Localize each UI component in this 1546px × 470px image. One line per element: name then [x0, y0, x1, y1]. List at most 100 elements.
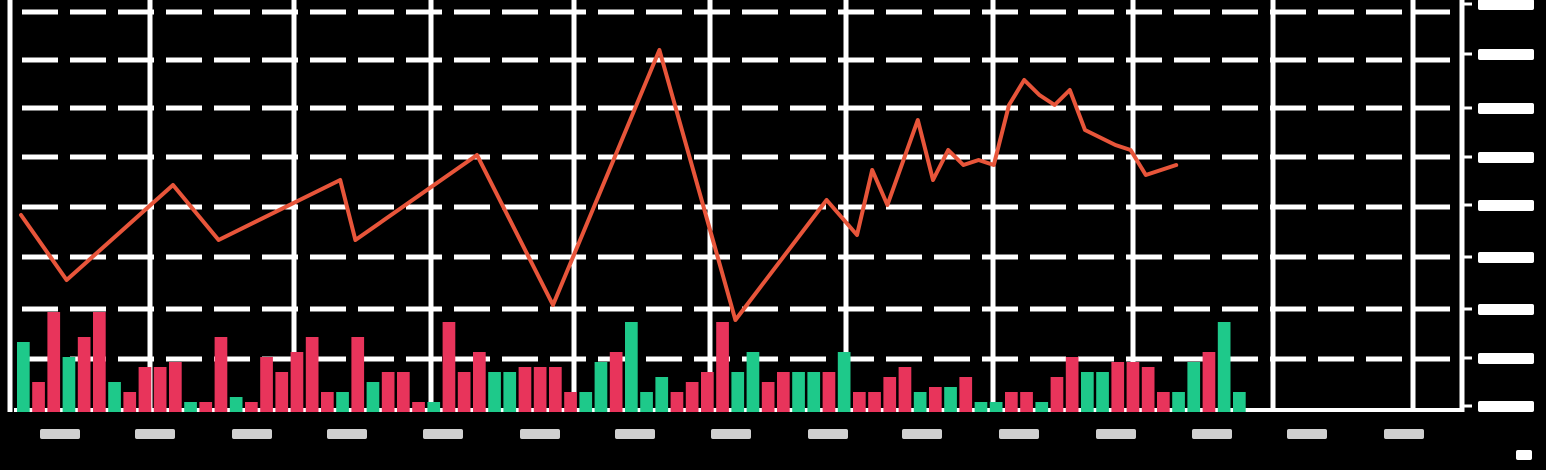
volume-bar-19: [305, 337, 319, 412]
volume-bar-52: [807, 372, 821, 412]
y-tick-label-1: [1478, 49, 1534, 60]
volume-bar-61: [944, 387, 957, 412]
volume-bar-73: [1126, 362, 1140, 412]
y-tick-label-3: [1478, 152, 1534, 163]
volume-bar-12: [199, 402, 213, 412]
volume-bar-71: [1096, 372, 1109, 412]
volume-bar-70: [1081, 372, 1094, 412]
x-tick-label-8: [808, 429, 848, 439]
volume-bar-76: [1172, 392, 1185, 412]
volume-bar-44: [685, 382, 699, 412]
volume-bar-62: [959, 377, 973, 412]
volume-bar-43: [670, 392, 684, 412]
volume-bar-0: [17, 342, 30, 412]
volume-bar-46: [716, 322, 729, 412]
volume-bar-63: [974, 402, 988, 412]
volume-bar-79: [1217, 322, 1231, 412]
volume-bar-33: [518, 367, 532, 412]
volume-bar-23: [366, 382, 380, 412]
volume-bar-50: [777, 372, 790, 412]
volume-bar-30: [473, 352, 486, 412]
volume-bar-39: [609, 352, 623, 412]
volume-bar-2: [47, 312, 61, 412]
volume-bar-80: [1233, 392, 1246, 412]
volume-bar-8: [138, 367, 152, 412]
volume-bar-45: [701, 372, 714, 412]
volume-bar-56: [868, 392, 881, 412]
volume-bar-69: [1065, 357, 1079, 412]
volume-bar-74: [1141, 367, 1155, 412]
volume-bar-32: [503, 372, 517, 412]
volume-bar-27: [427, 402, 441, 412]
volume-bar-78: [1202, 352, 1216, 412]
volume-bar-17: [275, 372, 289, 412]
x-tick-label-13: [1287, 429, 1327, 439]
volume-bar-40: [625, 322, 638, 412]
volume-bar-16: [260, 357, 273, 412]
volume-bar-75: [1157, 392, 1170, 412]
volume-bar-34: [533, 367, 547, 412]
volume-bar-21: [336, 392, 349, 412]
volume-bar-10: [169, 362, 182, 412]
x-tick-label-2: [232, 429, 272, 439]
volume-bars: [17, 312, 1246, 412]
volume-bar-11: [184, 402, 197, 412]
volume-bar-28: [442, 322, 456, 412]
volume-bar-7: [123, 392, 137, 412]
volume-bar-14: [229, 397, 243, 412]
grid: [7, 0, 1465, 412]
volume-bar-6: [108, 382, 121, 412]
volume-bar-26: [412, 402, 425, 412]
volume-bar-38: [594, 362, 608, 412]
volume-bar-58: [898, 367, 912, 412]
volume-bar-60: [929, 387, 942, 412]
volume-bar-47: [731, 372, 745, 412]
x-tick-label-0: [40, 429, 80, 439]
price-line: [19, 48, 1179, 322]
x-tick-label-6: [615, 429, 655, 439]
volume-bar-64: [989, 402, 1003, 412]
x-tick-label-9: [902, 429, 942, 439]
volume-bar-20: [321, 392, 334, 412]
x-axis: [40, 429, 1424, 439]
volume-bar-15: [245, 402, 258, 412]
volume-bar-68: [1050, 377, 1064, 412]
volume-bar-48: [746, 352, 760, 412]
volume-bar-59: [913, 392, 927, 412]
volume-bar-25: [397, 372, 410, 412]
volume-bar-9: [153, 367, 167, 412]
x-tick-label-7: [711, 429, 751, 439]
y-tick-label-4: [1478, 200, 1534, 211]
y-tick-label-5: [1478, 252, 1534, 263]
x-tick-label-5: [520, 429, 560, 439]
x-tick-label-4: [423, 429, 463, 439]
volume-bar-72: [1111, 362, 1125, 412]
volume-bar-55: [853, 392, 866, 412]
price-line-layer: [19, 48, 1179, 322]
volume-bar-49: [761, 382, 775, 412]
volume-bar-5: [93, 312, 106, 412]
volume-bar-1: [32, 382, 45, 412]
volume-bar-65: [1005, 392, 1018, 412]
volume-bar-66: [1020, 392, 1033, 412]
volume-bar-51: [792, 372, 805, 412]
volume-bar-37: [579, 392, 593, 412]
volume-bar-18: [290, 352, 304, 412]
x-tick-label-14: [1384, 429, 1424, 439]
x-tick-label-11: [1096, 429, 1136, 439]
volume-bar-35: [549, 367, 562, 412]
volume-bar-4: [77, 337, 91, 412]
y-tick-label-2: [1478, 103, 1534, 114]
volume-bar-3: [62, 357, 76, 412]
x-tick-label-10: [999, 429, 1039, 439]
volume-bar-53: [822, 372, 836, 412]
y-axis: [1462, 0, 1534, 460]
x-tick-label-1: [135, 429, 175, 439]
y-tick-label-8: [1478, 401, 1534, 412]
y-tick-label-7: [1478, 353, 1534, 364]
volume-bar-29: [457, 372, 471, 412]
volume-bar-77: [1187, 362, 1201, 412]
corner-mark: [1516, 450, 1532, 460]
